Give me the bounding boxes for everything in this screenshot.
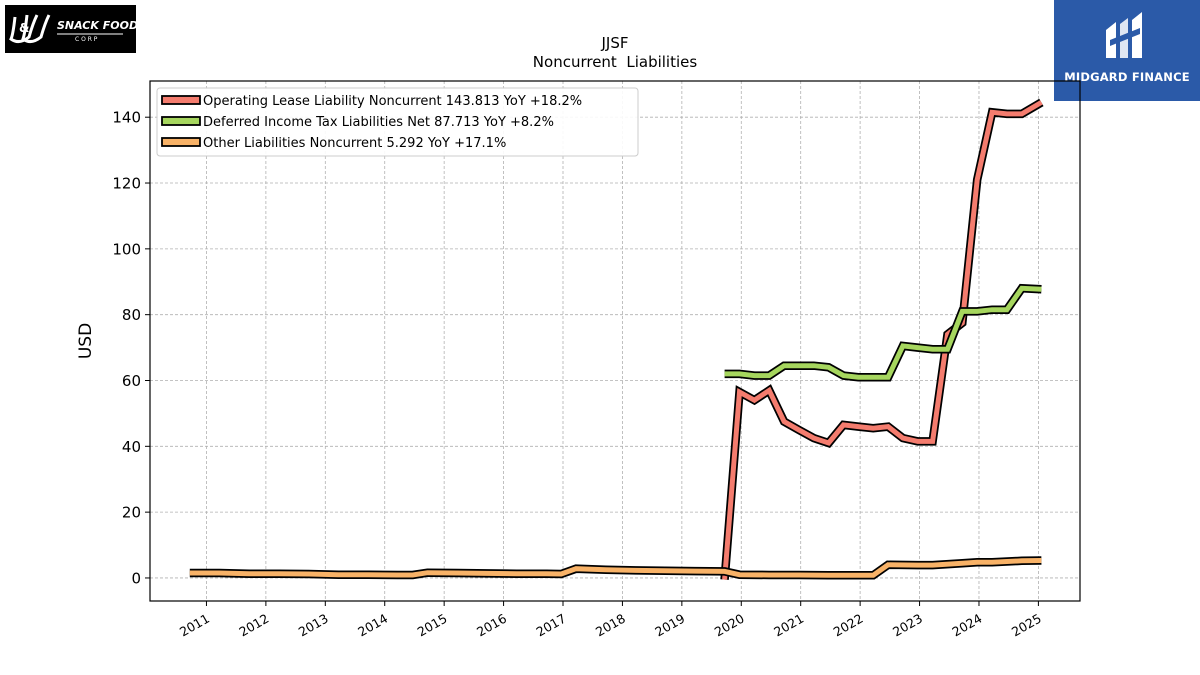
y-tick-label: 80 [122,306,141,324]
y-tick-label: 40 [122,438,141,456]
legend-label: Other Liabilities Noncurrent 5.292 YoY +… [203,136,506,151]
legend-swatch [161,116,201,126]
x-tick-label: 2016 [474,611,509,640]
series-outline-deferred-income-tax-liabilities-net [724,283,1042,382]
legend: Operating Lease Liability Noncurrent 143… [156,87,639,157]
plot-frame [149,80,1081,602]
midgard-finance-logo: MIDGARD FINANCE [1054,0,1200,101]
y-tick-label: 20 [122,504,141,522]
y-tick-label: 0 [131,569,141,587]
svg-text:&: & [19,21,29,35]
x-tick-label: 2020 [712,611,747,640]
series-line-deferred-income-tax-liabilities-net [724,285,1042,380]
y-tick-label: 60 [122,372,141,390]
legend-swatch [161,137,201,147]
x-tick-label: 2011 [177,611,212,640]
y-axis-label: USD [76,323,96,359]
legend-label: Deferred Income Tax Liabilities Net 87.7… [203,115,554,130]
midgard-finance-logo-icon [1106,12,1142,58]
legend-label: Operating Lease Liability Noncurrent 143… [203,94,582,109]
y-tick-label: 140 [112,109,141,127]
series-layer [189,98,1044,580]
x-tick-label: 2013 [296,611,331,640]
x-tick-label: 2023 [890,611,925,640]
series-line-operating-lease-liability-noncurrent [722,100,1043,580]
x-tick-label: 2018 [593,611,628,640]
svg-text:C O R P: C O R P [75,36,98,43]
jj-snack-foods-logo-icon: & SNACK FOODS C O R P [9,14,146,44]
grid [150,81,1080,601]
x-tick-label: 2015 [415,611,450,640]
series-outline-operating-lease-liability-noncurrent [720,98,1044,580]
y-tick-label: 100 [112,240,141,258]
x-tick-label: 2012 [236,611,271,640]
x-axis: 2011 2012 2013 2014 2015 2016 2017 2018 2019 2020… [177,601,1044,640]
series-line-other-liabilities-noncurrent [189,558,1042,578]
chart-title: JJSF [601,34,629,52]
x-tick-label: 2025 [1009,611,1044,640]
x-tick-label: 2024 [949,611,984,640]
x-tick-label: 2019 [652,611,687,640]
y-axis: 0 20 40 60 80 100 120 140 [112,109,150,587]
jj-snack-foods-logo: & SNACK FOODS C O R P [5,5,146,53]
brand-name: MIDGARD FINANCE [1064,70,1190,84]
chart-subtitle: Noncurrent Liabilities [533,53,698,71]
legend-swatch [161,95,201,105]
x-tick-label: 2021 [771,611,806,640]
x-tick-label: 2022 [831,611,866,640]
svg-text:SNACK FOODS: SNACK FOODS [57,19,136,32]
y-tick-label: 120 [112,175,141,193]
x-tick-label: 2017 [533,611,568,640]
legend-box [156,87,639,157]
x-tick-label: 2014 [355,611,390,640]
